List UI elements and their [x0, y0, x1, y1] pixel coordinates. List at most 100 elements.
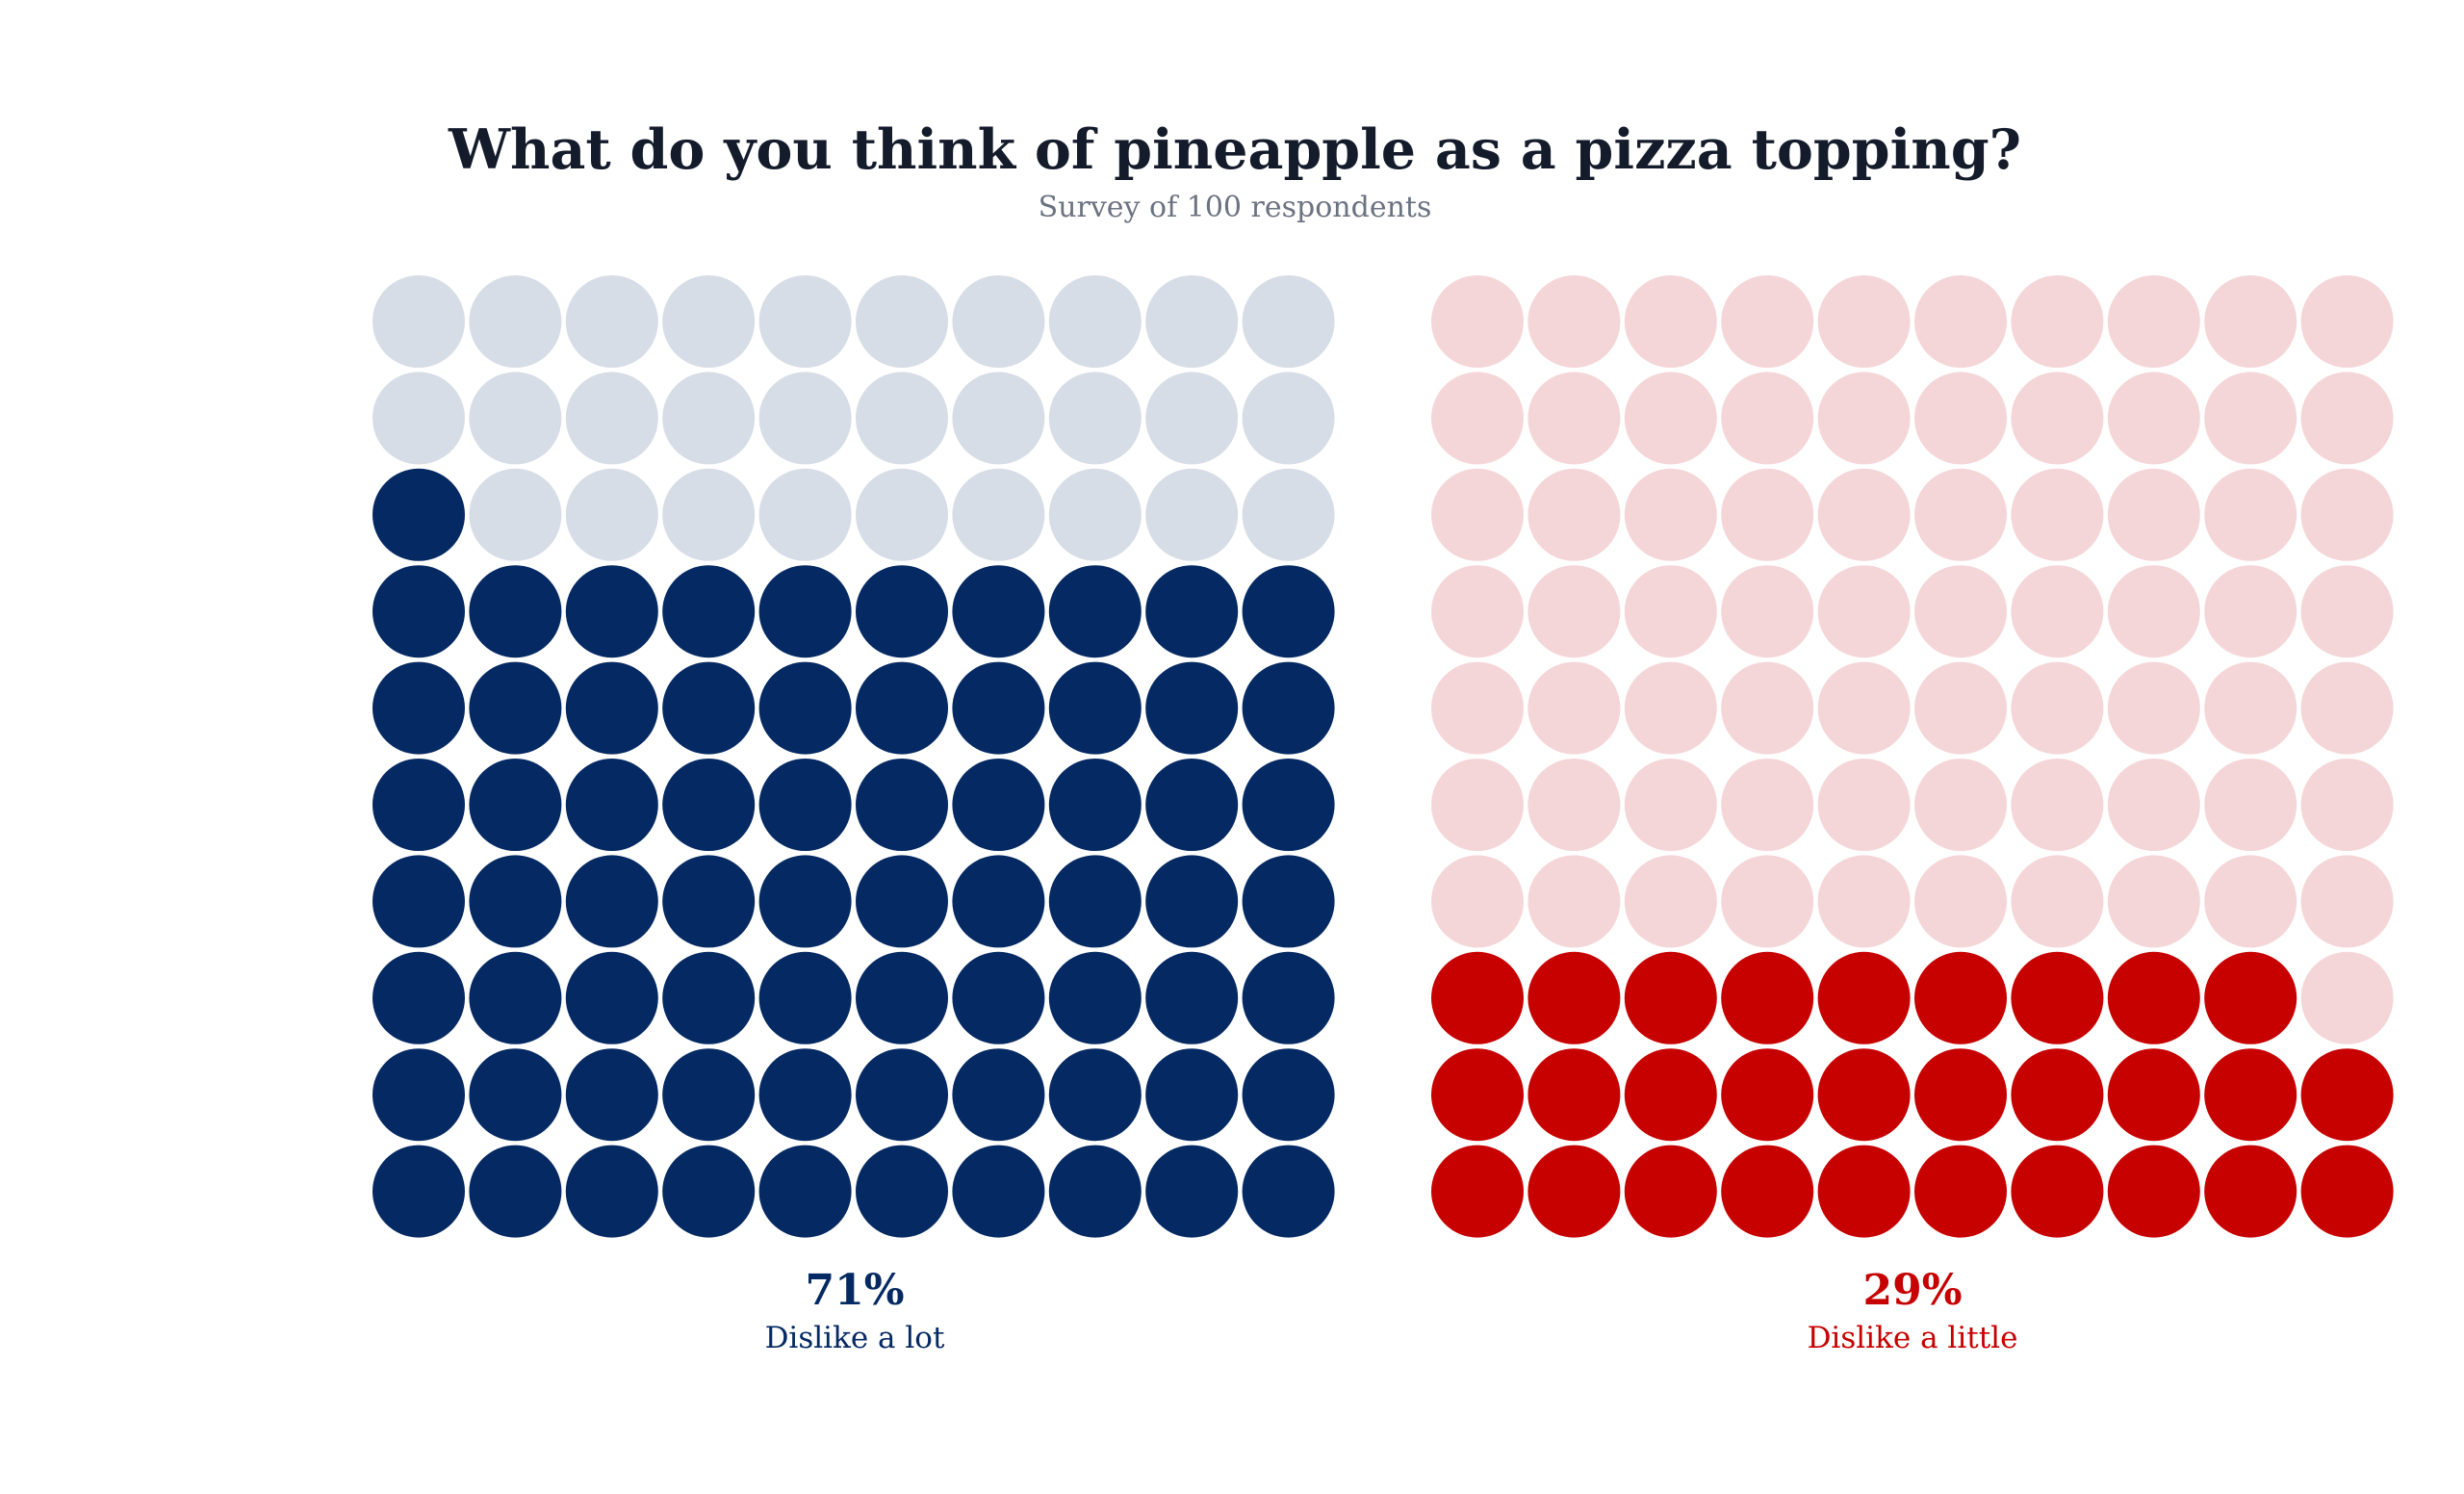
- waffle-cell-filled: [1527, 951, 1621, 1044]
- waffle-cell-empty: [1624, 372, 1717, 465]
- waffle-cell-filled: [662, 565, 756, 658]
- waffle-cell-filled: [1431, 951, 1524, 1044]
- waffle-cell-empty: [469, 468, 562, 561]
- waffle-cell-filled: [1048, 855, 1142, 948]
- waffle-cell-empty: [2011, 661, 2104, 755]
- waffle-cell-empty: [1242, 468, 1335, 561]
- waffle-cell-filled: [952, 759, 1045, 851]
- waffle-cell-filled: [2300, 1048, 2394, 1142]
- waffle-cell-filled: [662, 661, 756, 755]
- percent-label-dislike-a-lot: 71%: [805, 1266, 905, 1315]
- waffle-cell-filled: [1048, 1145, 1142, 1238]
- waffle-cell-empty: [1721, 759, 1814, 851]
- waffle-cell-filled: [372, 759, 465, 851]
- waffle-cell-filled: [1721, 951, 1814, 1044]
- waffle-cell-filled: [565, 1145, 658, 1238]
- waffle-cell-empty: [2107, 275, 2200, 368]
- waffle-cell-filled: [758, 1145, 852, 1238]
- waffle-cell-empty: [1721, 468, 1814, 561]
- waffle-cell-filled: [758, 661, 852, 755]
- waffle-cell-filled: [662, 855, 756, 948]
- waffle-cell-filled: [1145, 855, 1239, 948]
- waffle-cell-empty: [662, 275, 756, 368]
- waffle-cell-filled: [2011, 951, 2104, 1044]
- waffle-cell-empty: [1721, 661, 1814, 755]
- waffle-cell-filled: [2300, 1145, 2394, 1238]
- waffle-cell-filled: [1145, 759, 1239, 851]
- waffle-cell-empty: [2300, 468, 2394, 561]
- waffle-cell-filled: [758, 951, 852, 1044]
- waffle-cell-empty: [952, 468, 1045, 561]
- waffle-cell-filled: [1242, 855, 1335, 948]
- waffle-cell-filled: [856, 661, 948, 755]
- waffle-cell-filled: [1145, 661, 1239, 755]
- waffle-cell-filled: [1721, 1145, 1814, 1238]
- waffle-cell-empty: [1914, 275, 2007, 368]
- chart-title: What do you think of pineapple as a pizz…: [449, 117, 2021, 182]
- waffle-cell-filled: [2204, 951, 2297, 1044]
- waffle-cell-filled: [856, 1048, 948, 1142]
- waffle-cell-filled: [1048, 951, 1142, 1044]
- waffle-cell-filled: [1242, 951, 1335, 1044]
- waffle-cell-empty: [1624, 855, 1717, 948]
- waffle-cell-filled: [469, 855, 562, 948]
- waffle-cell-empty: [2204, 565, 2297, 658]
- waffle-cell-filled: [372, 565, 465, 658]
- waffle-cell-empty: [2300, 372, 2394, 465]
- waffle-cell-filled: [1817, 1048, 1911, 1142]
- waffle-cell-empty: [2107, 759, 2200, 851]
- waffle-cell-filled: [952, 951, 1045, 1044]
- waffle-cell-empty: [1817, 661, 1911, 755]
- waffle-cell-filled: [565, 855, 658, 948]
- waffle-cell-empty: [1431, 855, 1524, 948]
- waffle-cell-empty: [1242, 372, 1335, 465]
- waffle-cell-filled: [856, 855, 948, 948]
- waffle-cell-empty: [758, 275, 852, 368]
- waffle-cell-empty: [2300, 759, 2394, 851]
- waffle-cell-filled: [565, 1048, 658, 1142]
- waffle-cell-empty: [952, 372, 1045, 465]
- waffle-cell-empty: [1721, 855, 1814, 948]
- waffle-cell-empty: [2204, 855, 2297, 948]
- waffle-cell-filled: [469, 565, 562, 658]
- waffle-cell-empty: [1817, 565, 1911, 658]
- waffle-cell-filled: [952, 1048, 1045, 1142]
- waffle-cell-empty: [1914, 565, 2007, 658]
- waffle-cell-filled: [1817, 1145, 1911, 1238]
- waffle-cell-empty: [1048, 372, 1142, 465]
- category-label-dislike-a-little: Dislike a little: [1807, 1321, 2018, 1355]
- waffle-cell-filled: [2204, 1048, 2297, 1142]
- waffle-cell-empty: [1048, 468, 1142, 561]
- waffle-cell-empty: [1145, 468, 1239, 561]
- waffle-cell-empty: [2011, 468, 2104, 561]
- waffle-cell-empty: [1721, 275, 1814, 368]
- waffle-cell-filled: [1914, 1145, 2007, 1238]
- waffle-cell-filled: [856, 1145, 948, 1238]
- waffle-cell-filled: [1242, 565, 1335, 658]
- waffle-cell-empty: [1624, 275, 1717, 368]
- waffle-cell-empty: [2107, 468, 2200, 561]
- waffle-cell-empty: [1431, 661, 1524, 755]
- waffle-cell-empty: [2300, 565, 2394, 658]
- waffle-cell-empty: [952, 275, 1045, 368]
- waffle-cell-empty: [565, 372, 658, 465]
- waffle-cell-filled: [856, 565, 948, 658]
- waffle-cell-empty: [856, 468, 948, 561]
- waffle-cell-empty: [1431, 468, 1524, 561]
- waffle-cell-empty: [1431, 372, 1524, 465]
- waffle-cell-filled: [1431, 1048, 1524, 1142]
- waffle-cell-empty: [2300, 275, 2394, 368]
- waffle-cell-empty: [2011, 565, 2104, 658]
- waffle-cell-filled: [469, 1145, 562, 1238]
- waffle-cell-empty: [1624, 661, 1717, 755]
- waffle-cell-filled: [372, 951, 465, 1044]
- waffle-cell-filled: [662, 759, 756, 851]
- waffle-cell-filled: [758, 855, 852, 948]
- waffle-cell-filled: [469, 951, 562, 1044]
- waffle-cell-empty: [662, 468, 756, 561]
- waffle-cell-empty: [1527, 275, 1621, 368]
- waffle-cell-empty: [565, 468, 658, 561]
- waffle-cell-empty: [1527, 468, 1621, 561]
- waffle-cell-filled: [565, 565, 658, 658]
